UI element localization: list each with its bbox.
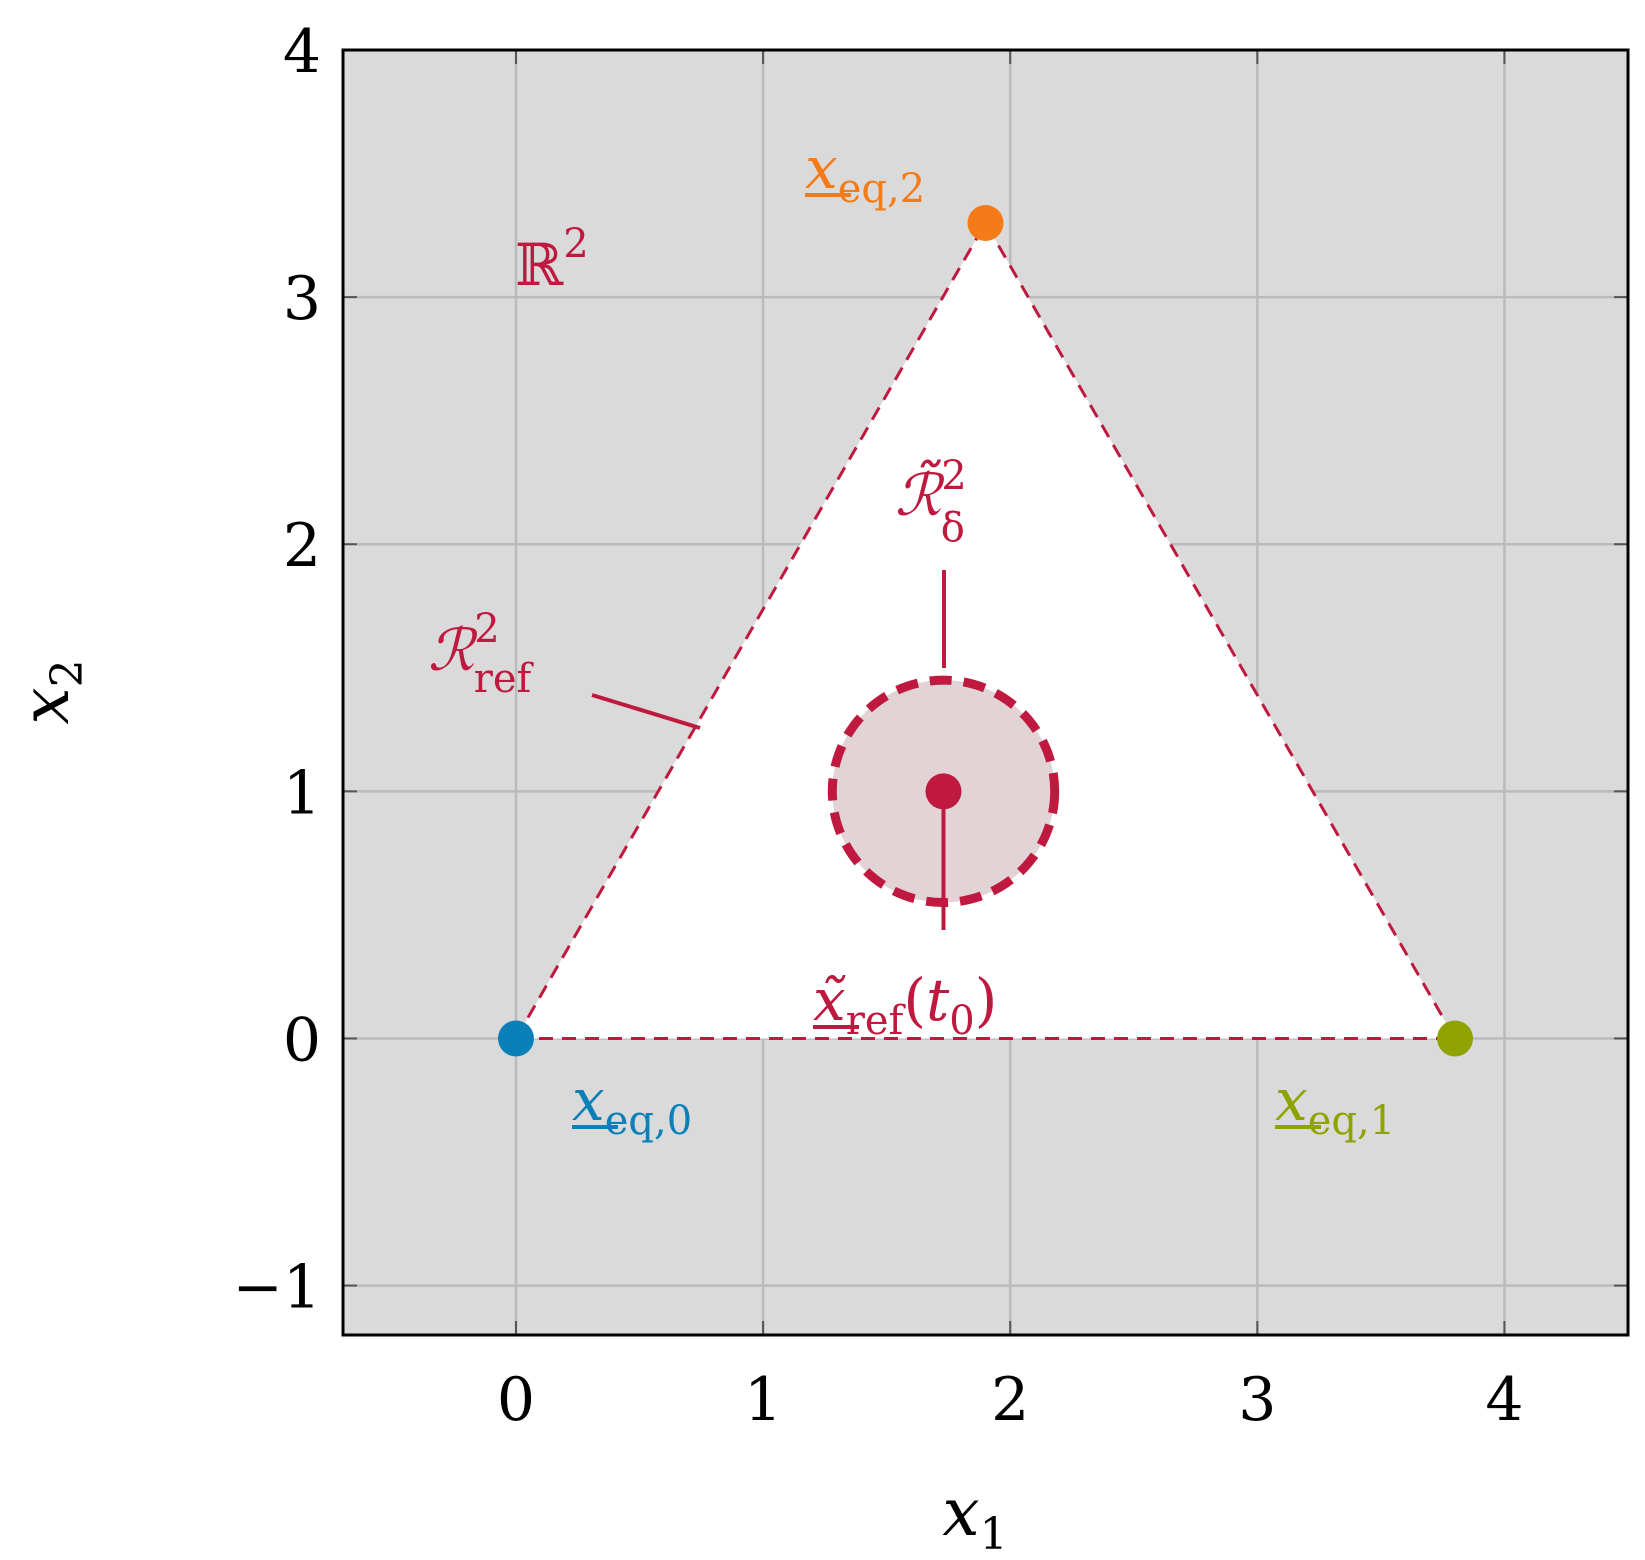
tick-labels: 0 1 2 3 4 −1 0 1 2 3 4: [233, 17, 1524, 1435]
y-tick-label: −1: [233, 1253, 321, 1323]
equilibrium-point: [497, 1020, 534, 1057]
x-axis-label: x1: [942, 1474, 1007, 1560]
equilibrium-point: [967, 204, 1004, 241]
equilibrium-2-label: xeq,2: [805, 134, 925, 212]
equilibrium-0-label: xeq,0: [572, 1066, 692, 1144]
plot-frame: [341, 48, 1630, 1337]
y-axis-label: x2: [7, 659, 93, 724]
equilibrium-1-label: xeq,1: [1275, 1066, 1395, 1144]
reference-point-label: x̃ref(t0): [813, 966, 997, 1044]
x-tick-label: 4: [1485, 1365, 1523, 1435]
y-tick-label: 4: [283, 17, 321, 87]
x-tick-label: 3: [1238, 1365, 1276, 1435]
equilibrium-point: [1437, 1020, 1474, 1057]
vector-underlines: [572, 193, 1321, 1129]
x-tick-label: 0: [497, 1365, 535, 1435]
x-tick-label: 2: [991, 1365, 1029, 1435]
reference-region-label: ℛ2 ref: [428, 606, 535, 702]
point-markers: [497, 204, 1474, 1057]
reference-region-leader: [591, 693, 701, 730]
reference-region-triangle: [513, 219, 1458, 1040]
y-tick-label: 3: [283, 264, 321, 334]
y-tick-label: 0: [283, 1005, 321, 1075]
y-tick-label: 1: [283, 758, 321, 828]
space-label: ℝ2: [515, 221, 589, 299]
leader-lines: [591, 570, 946, 930]
y-tick-label: 2: [283, 511, 321, 581]
delta-region-label: ℛ̃2 δ: [895, 453, 967, 551]
x-tick-label: 1: [744, 1365, 782, 1435]
